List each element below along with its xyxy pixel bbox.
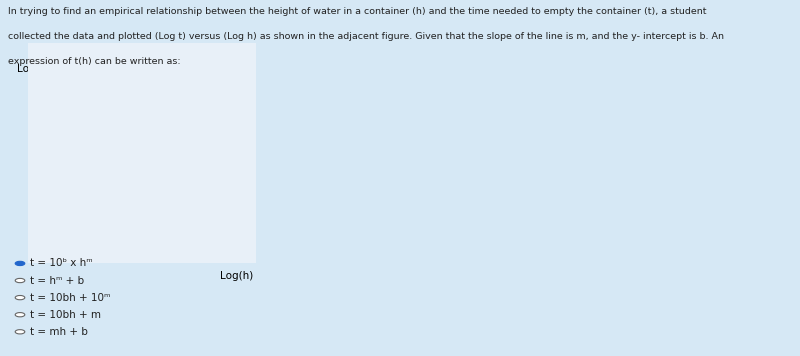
Text: t = 10bh + m: t = 10bh + m <box>30 310 102 320</box>
Text: Log(h): Log(h) <box>220 271 254 281</box>
Text: t = hᵐ + b: t = hᵐ + b <box>30 276 85 286</box>
Text: t = 10ᵇ x hᵐ: t = 10ᵇ x hᵐ <box>30 258 93 268</box>
Text: In trying to find an empirical relationship between the height of water in a con: In trying to find an empirical relations… <box>8 7 706 16</box>
Text: b: b <box>72 174 79 184</box>
Text: t = 10bh + 10ᵐ: t = 10bh + 10ᵐ <box>30 293 110 303</box>
Text: expression of t(h) can be written as:: expression of t(h) can be written as: <box>8 57 181 66</box>
Text: t = mh + b: t = mh + b <box>30 327 88 337</box>
Text: Log(t): Log(t) <box>18 64 48 74</box>
Text: collected the data and plotted (Log t) versus (Log h) as shown in the adjacent f: collected the data and plotted (Log t) v… <box>8 32 724 41</box>
